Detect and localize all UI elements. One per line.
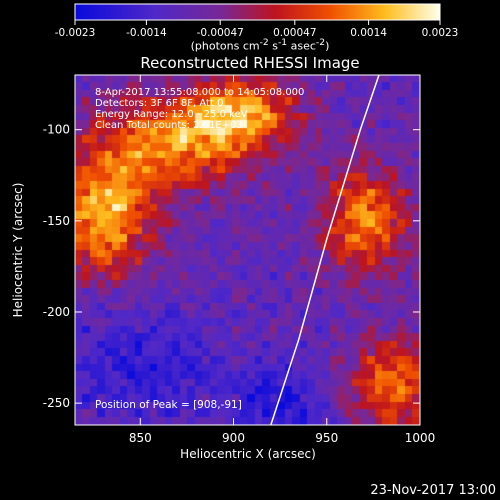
y-axis-label: Heliocentric Y (arcsec) (11, 183, 25, 318)
colorbar-unit-label: (photons cm-2 s-1 asec-2) (191, 37, 330, 53)
x-tick-label: 900 (222, 431, 245, 445)
x-tick-label: 850 (129, 431, 152, 445)
colorbar-tick-label: -0.00047 (197, 27, 244, 39)
y-tick-label: -150 (43, 214, 70, 228)
colorbar (75, 4, 440, 20)
colorbar-tick-label: -0.0023 (55, 27, 96, 39)
peak-position-label: Position of Peak = [908,-91] (95, 399, 242, 411)
colorbar-tick-label: 0.0014 (350, 27, 387, 39)
annotation-line: 8-Apr-2017 13:55:08.000 to 14:05:08.000 (95, 87, 304, 98)
colorbar-frame (74, 3, 441, 21)
solar-limb-line (270, 74, 380, 426)
colorbar-tick-label: 0.00047 (273, 27, 316, 39)
x-axis-label: Heliocentric X (arcsec) (180, 447, 316, 461)
annotation-block: 8-Apr-2017 13:55:08.000 to 14:05:08.000D… (95, 87, 304, 131)
colorbar-ticks: -0.0023 -0.0014 -0.00047 0.00047 0.0014 0.002… (55, 20, 459, 39)
footer-timestamp: 23-Nov-2017 13:00 (370, 483, 496, 498)
y-tick-label: -250 (43, 396, 70, 410)
axes-frame (74, 74, 421, 426)
x-tick-label: 950 (315, 431, 338, 445)
chart-title: Reconstructed RHESSI Image (140, 54, 359, 72)
annotation-line: Energy Range: 12.0 - 25.0 keV (95, 109, 248, 120)
colorbar-tick-label: -0.0014 (126, 27, 167, 39)
heatmap-image (75, 75, 420, 425)
annotation-line: Detectors: 3F 6F 8F, Att 0 (95, 98, 223, 109)
y-axis-ticks: -100 -150 -200 -250 (43, 123, 420, 410)
x-axis-ticks: 850 900 950 1000 (129, 75, 435, 445)
x-tick-label: 1000 (405, 431, 436, 445)
y-tick-label: -100 (43, 123, 70, 137)
y-tick-label: -200 (43, 305, 70, 319)
colorbar-tick-label: 0.0023 (422, 27, 459, 39)
annotation-line: Clean Total counts: 2.61E+03 (95, 120, 243, 131)
